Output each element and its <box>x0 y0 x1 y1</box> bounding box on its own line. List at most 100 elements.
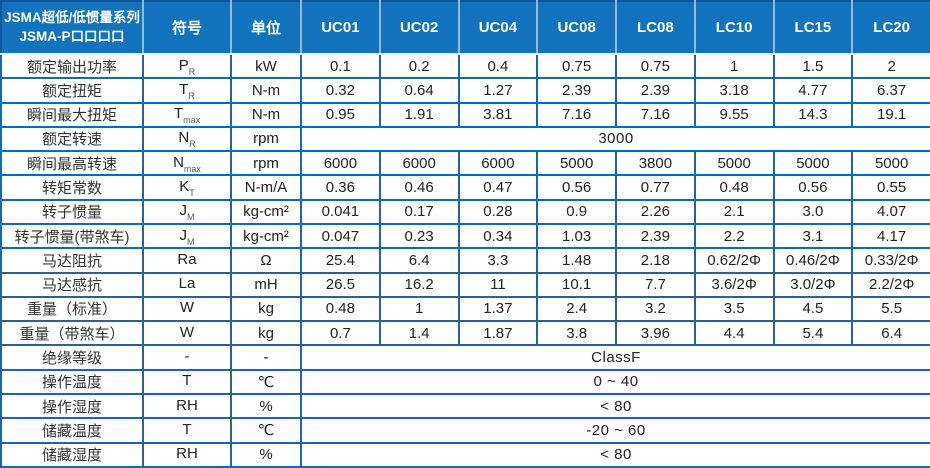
row-label: 转子惯量 <box>0 198 144 225</box>
symbol-subscript: max <box>183 115 201 126</box>
spec-value: 3.5 <box>693 295 775 323</box>
spec-value: 3.1 <box>772 222 854 250</box>
column-header-lc20: LC20 <box>851 1 930 55</box>
row-unit: ℃ <box>230 417 302 444</box>
spec-value: 0.23 <box>378 222 460 250</box>
spec-value: 0.36 <box>300 174 381 201</box>
row-label: 额定转速 <box>0 125 144 153</box>
spec-value: 2.39 <box>615 77 696 104</box>
row-label: 转子惯量(带煞车) <box>0 222 144 250</box>
row-symbol: KT <box>142 174 232 201</box>
symbol-base: W <box>179 323 195 341</box>
header-row: JSMA超低/低惯量系列 JSMA-P口口口口 符号 单位 UC01 UC02 … <box>1 1 930 55</box>
spec-value: 10.1 <box>536 271 617 298</box>
spec-value: 6000 <box>300 150 381 177</box>
spec-value: 2.2/2Φ <box>851 271 930 298</box>
spec-value: 4.5 <box>772 295 854 323</box>
row-symbol: Nmax <box>142 150 232 177</box>
symbol-base: RH <box>176 445 198 463</box>
spec-value: 0.56 <box>772 174 854 201</box>
spec-row: 瞬间最大扭矩 Tmax N-m 0.95 1.91 3.81 7.16 7.16 9.55 14.… <box>0 101 930 128</box>
spec-value: 6.4 <box>378 247 460 274</box>
symbol-base: P <box>178 56 189 74</box>
symbol-base: N <box>178 129 190 147</box>
row-unit: % <box>230 392 302 420</box>
spec-value: 4.17 <box>851 222 930 250</box>
row-label: 重量（带煞车） <box>0 320 144 347</box>
row-unit: Ω <box>230 247 302 274</box>
spec-row: 额定扭矩 TR N-m 0.32 0.64 1.27 2.39 2.39 3.18 4.77 6.3… <box>0 77 930 104</box>
spec-value: 0.75 <box>615 52 696 80</box>
spec-value: 1.48 <box>536 247 617 274</box>
spec-value: 1.5 <box>772 52 854 80</box>
spec-value: 2 <box>851 52 930 80</box>
spec-value: 0.75 <box>536 52 617 80</box>
symbol-base: J <box>179 226 188 244</box>
spec-value: 5.4 <box>772 320 854 347</box>
spec-value: 2.1 <box>693 198 775 225</box>
spec-value: 0.77 <box>615 174 696 201</box>
spec-value: 4.07 <box>851 198 930 225</box>
spec-value: 0.28 <box>457 198 539 225</box>
spec-value: 11 <box>457 271 539 298</box>
spec-value: 0.1 <box>300 52 381 80</box>
spec-value: 3.81 <box>457 101 539 128</box>
spec-value: 1.91 <box>378 101 460 128</box>
row-unit: kW <box>230 52 302 80</box>
symbol-subscript: M <box>187 236 195 247</box>
row-label: 重量（标准） <box>0 295 144 323</box>
spec-value: 1.27 <box>457 77 539 104</box>
spec-value: 2.18 <box>615 247 696 274</box>
spec-value: 25.4 <box>300 247 381 274</box>
row-unit: kg <box>230 320 302 347</box>
spec-value: 3.3 <box>457 247 539 274</box>
spec-value: 6.4 <box>851 320 930 347</box>
merged-value: < 80 <box>300 441 930 468</box>
symbol-base: J <box>179 202 188 220</box>
row-symbol: T <box>142 368 232 395</box>
symbol-base: K <box>179 178 190 196</box>
spec-value: 0.56 <box>536 174 617 201</box>
row-label: 绝缘等级 <box>0 344 144 371</box>
spec-value: 3.0/2Φ <box>772 271 854 298</box>
spec-value: 0.46/2Φ <box>772 247 854 274</box>
spec-value: 0.34 <box>457 222 539 250</box>
spec-row: 马达阻抗 Ra Ω 25.4 6.4 3.3 1.48 2.18 0.62/2Φ 0.46/2Φ 0… <box>0 247 930 274</box>
row-unit: kg-cm² <box>230 198 302 225</box>
spec-row: 储藏湿度 RH% < 80 <box>0 441 930 468</box>
symbol-base: T <box>179 80 189 98</box>
merged-value: 3000 <box>300 125 930 153</box>
row-label: 马达感抗 <box>0 271 144 298</box>
column-header-symbol: 符号 <box>142 1 231 55</box>
spec-value: 5000 <box>851 150 930 177</box>
row-unit: kg <box>230 295 302 323</box>
column-header-unit: 单位 <box>230 1 301 55</box>
spec-value: 3.2 <box>615 295 696 323</box>
spec-value: 0.64 <box>378 77 460 104</box>
spec-value: 3800 <box>615 150 696 177</box>
row-label: 马达阻抗 <box>0 247 144 274</box>
spec-value: 0.33/2Φ <box>851 247 930 274</box>
row-unit: N-m/A <box>230 174 302 201</box>
spec-value: 7.16 <box>536 101 617 128</box>
spec-value: 0.041 <box>300 198 381 225</box>
row-label: 瞬间最大扭矩 <box>0 101 144 128</box>
row-symbol: NR <box>142 125 232 153</box>
column-header-lc15: LC15 <box>772 1 853 55</box>
spec-value: 6000 <box>457 150 539 177</box>
row-symbol: Ra <box>142 247 232 274</box>
spec-value: 0.17 <box>378 198 460 225</box>
spec-value: 0.48 <box>300 295 381 323</box>
row-unit: kg-cm² <box>230 222 302 250</box>
spec-value: 0.46 <box>378 174 460 201</box>
spec-value: 1 <box>378 295 460 323</box>
spec-value: 0.55 <box>851 174 930 201</box>
spec-value: 6.37 <box>851 77 930 104</box>
series-title: JSMA超低/低惯量系列 JSMA-P口口口口 <box>1 1 143 55</box>
symbol-subscript: R <box>188 90 195 101</box>
row-unit: % <box>230 441 302 468</box>
spec-value: 3.96 <box>615 320 696 347</box>
row-label: 操作温度 <box>0 368 144 395</box>
symbol-base: RH <box>176 396 198 414</box>
